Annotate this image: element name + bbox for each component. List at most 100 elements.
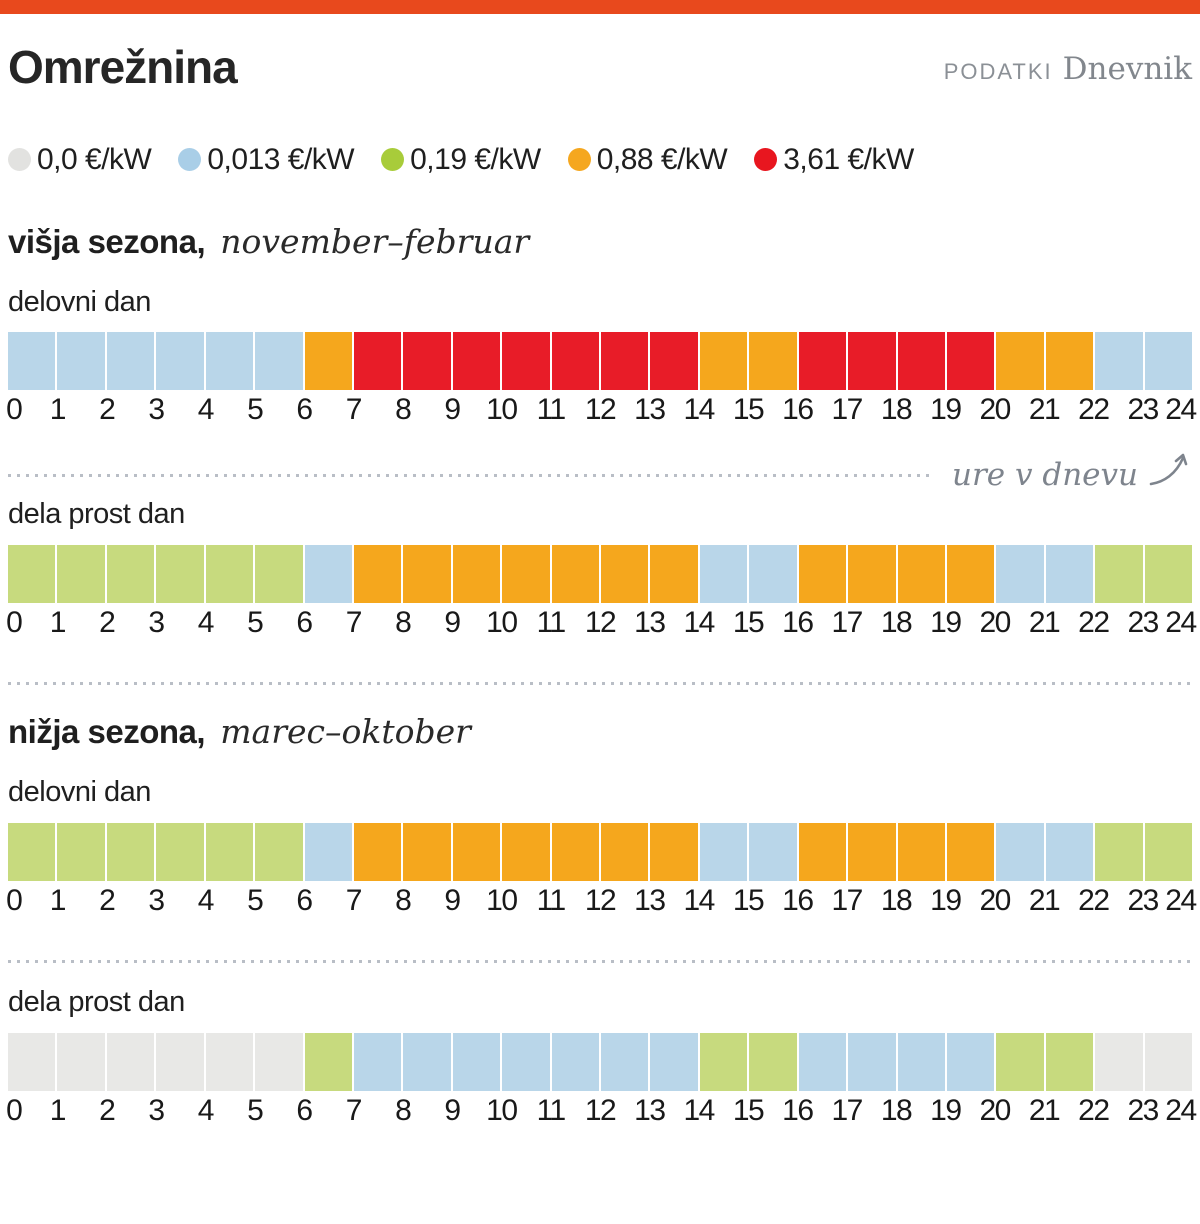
axis-tick-2: 2	[99, 1094, 116, 1128]
hour-cell-23	[1144, 1033, 1193, 1092]
row-label-holiday: dela prost dan	[8, 498, 185, 531]
hour-cell-3	[156, 332, 204, 391]
axis-tick-23: 23	[1127, 606, 1159, 640]
hour-cell-17	[848, 823, 896, 882]
hour-cell-1	[57, 545, 105, 604]
axis-tick-6: 6	[296, 606, 313, 640]
hour-cell-18	[897, 332, 946, 391]
axis-tick-24: 24	[1165, 393, 1197, 427]
hour-cell-10	[502, 823, 550, 882]
axis-tick-8: 8	[395, 1094, 412, 1128]
axis-tick-6: 6	[296, 1094, 313, 1128]
hour-cell-1	[57, 823, 105, 882]
hour-cell-7	[353, 823, 402, 882]
hour-cell-11	[551, 332, 600, 391]
axis-tick-4: 4	[197, 606, 215, 640]
axis-tick-13: 13	[634, 606, 666, 640]
hour-cell-20	[996, 545, 1044, 604]
legend-label: 0,013 €/kW	[207, 142, 355, 176]
axis-tick-13: 13	[634, 393, 666, 427]
hour-cell-3	[156, 545, 204, 604]
hour-cell-2	[106, 545, 155, 604]
axis-tick-5: 5	[247, 884, 264, 918]
axis-tick-12: 12	[584, 606, 617, 640]
hour-cell-13	[650, 545, 698, 604]
axis-tick-22: 22	[1078, 884, 1110, 918]
axis-tick-23: 23	[1127, 1094, 1159, 1128]
hour-axis: 0 1 2 3 4 5 6 7 8 9 10 11 12 13 14 15 16 17 18 19 20 21 22 23 24	[6, 1094, 1197, 1130]
hour-cell-5	[255, 545, 303, 604]
hour-cell-20	[996, 332, 1044, 391]
hour-cell-8	[403, 332, 451, 391]
axis-tick-5: 5	[247, 1094, 264, 1128]
top-accent-bar	[0, 0, 1200, 14]
axis-tick-3: 3	[148, 606, 165, 640]
legend-label: 0,19 €/kW	[410, 142, 541, 176]
hour-cell-15	[749, 823, 797, 882]
axis-tick-4: 4	[197, 393, 215, 427]
section-title-bold: višja sezona,	[8, 222, 206, 260]
hour-cell-1	[57, 332, 105, 391]
hour-cell-17	[848, 332, 896, 391]
axis-tick-1: 1	[49, 606, 67, 640]
axis-tick-22: 22	[1078, 393, 1110, 427]
hour-cell-16	[798, 332, 847, 391]
hour-cell-23	[1144, 823, 1193, 882]
axis-tick-2: 2	[99, 884, 116, 918]
axis-tick-16: 16	[782, 884, 814, 918]
hour-cell-19	[947, 545, 995, 604]
axis-tick-15: 15	[732, 1094, 765, 1128]
hour-cell-5	[255, 1033, 303, 1092]
axis-tick-3: 3	[148, 1094, 165, 1128]
green-dot-icon	[381, 148, 405, 172]
hour-cell-20	[996, 1033, 1044, 1092]
axis-tick-17: 17	[831, 1094, 863, 1128]
axis-tick-7: 7	[345, 1094, 363, 1128]
axis-tick-13: 13	[634, 884, 666, 918]
axis-tick-12: 12	[584, 884, 617, 918]
axis-tick-24: 24	[1165, 606, 1197, 640]
hour-cell-18	[897, 823, 946, 882]
axis-tick-5: 5	[247, 393, 264, 427]
axis-tick-9: 9	[444, 606, 461, 640]
hour-cell-0	[8, 332, 56, 391]
hour-cell-6	[304, 545, 352, 604]
axis-tick-10: 10	[486, 1094, 518, 1128]
axis-tick-19: 19	[930, 884, 962, 918]
hour-cell-16	[798, 545, 847, 604]
axis-tick-6: 6	[296, 393, 313, 427]
axis-tick-16: 16	[782, 393, 814, 427]
axis-tick-1: 1	[49, 884, 67, 918]
axis-tick-18: 18	[880, 1094, 913, 1128]
gray-dot-icon	[8, 148, 31, 172]
tariff-bar-high-workday	[8, 332, 1193, 391]
legend-item-blue: 0,013 €/kW	[178, 142, 355, 177]
dotted-divider	[8, 682, 1192, 686]
hour-cell-4	[205, 332, 254, 391]
hour-cell-5	[255, 332, 303, 391]
hour-cell-9	[452, 332, 501, 391]
axis-tick-22: 22	[1078, 1094, 1110, 1128]
hour-cell-17	[848, 1033, 896, 1092]
hour-cell-5	[255, 823, 303, 882]
row-label-workday: delovni dan	[8, 776, 151, 809]
axis-tick-18: 18	[880, 884, 913, 918]
blue-dot-icon	[178, 148, 202, 172]
axis-tick-15: 15	[732, 884, 765, 918]
hour-cell-16	[798, 1033, 847, 1092]
hour-cell-9	[452, 823, 501, 882]
axis-tick-9: 9	[444, 393, 461, 427]
hour-cell-22	[1095, 823, 1143, 882]
axis-tick-23: 23	[1127, 884, 1159, 918]
hour-cell-3	[156, 1033, 204, 1092]
legend-item-gray: 0,0 €/kW	[8, 143, 152, 177]
axis-tick-17: 17	[831, 884, 863, 918]
hour-cell-21	[1045, 823, 1094, 882]
hour-cell-8	[403, 545, 451, 604]
hour-cell-2	[106, 1033, 155, 1092]
hour-cell-8	[403, 1033, 451, 1092]
tariff-bar-low-workday	[8, 823, 1193, 882]
axis-tick-19: 19	[930, 393, 962, 427]
dotted-line	[8, 473, 930, 477]
section-title-range: november–februar	[220, 221, 530, 261]
